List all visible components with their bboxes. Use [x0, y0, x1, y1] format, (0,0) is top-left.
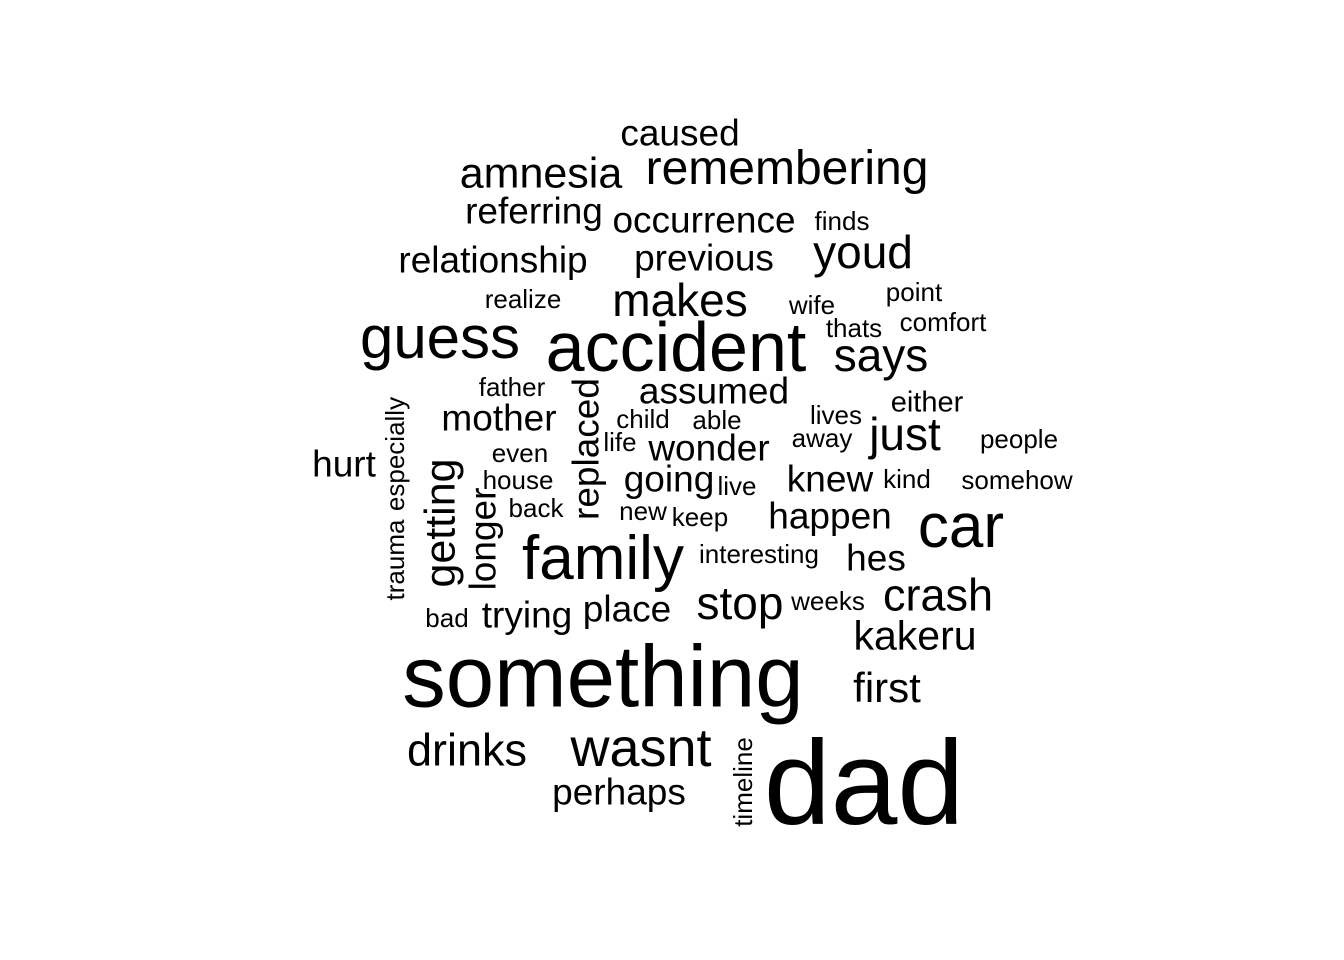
word-trauma: trauma: [380, 519, 410, 601]
word-kind: kind: [883, 464, 931, 494]
word-referring: referring: [465, 190, 603, 232]
word-child: child: [616, 404, 670, 434]
word-makes: makes: [612, 274, 748, 326]
word-occurrence: occurrence: [612, 199, 796, 241]
word-wife: wife: [788, 290, 836, 320]
word-comfort: comfort: [899, 307, 987, 337]
word-wasnt: wasnt: [570, 718, 712, 778]
word-kakeru: kakeru: [853, 612, 977, 659]
word-knew: knew: [786, 458, 874, 500]
word-trying: trying: [481, 594, 573, 636]
word-dad: dad: [763, 716, 965, 850]
word-something: something: [402, 628, 804, 726]
word-live: live: [717, 471, 757, 501]
word-place: place: [582, 588, 672, 630]
word-weeks: weeks: [791, 586, 865, 616]
word-family: family: [522, 524, 684, 593]
word-drinks: drinks: [406, 724, 528, 776]
word-relationship: relationship: [398, 239, 588, 281]
word-bad: bad: [425, 603, 469, 633]
word-replaced: replaced: [565, 378, 607, 520]
word-somehow: somehow: [961, 465, 1073, 495]
word-either: either: [890, 386, 964, 419]
word-timeline: timeline: [728, 737, 758, 827]
word-just: just: [869, 408, 941, 460]
word-people: people: [979, 424, 1059, 454]
word-mother: mother: [441, 397, 557, 439]
word-going: going: [623, 458, 715, 500]
word-interesting: interesting: [699, 539, 819, 569]
word-realize: realize: [484, 284, 562, 314]
word-remembering: remembering: [645, 142, 929, 195]
word-new: new: [619, 496, 667, 526]
word-guess: guess: [359, 304, 521, 371]
word-assumed: assumed: [638, 370, 790, 412]
word-car: car: [917, 492, 1005, 561]
word-house: house: [482, 465, 554, 495]
word-able: able: [692, 405, 742, 435]
word-crash: crash: [882, 569, 994, 621]
word-away: away: [791, 423, 853, 453]
word-thats: thats: [825, 313, 883, 343]
word-accident: accident: [545, 308, 807, 386]
word-getting: getting: [416, 458, 465, 588]
word-perhaps: perhaps: [552, 771, 686, 813]
word-point: point: [885, 277, 943, 307]
word-wonder: wonder: [648, 427, 770, 469]
word-previous: previous: [634, 237, 774, 279]
word-hurt: hurt: [312, 443, 376, 485]
word-life: life: [603, 427, 637, 457]
word-youd: youd: [813, 226, 913, 278]
word-caused: caused: [620, 112, 740, 154]
word-even: even: [491, 438, 549, 468]
word-especially: especially: [380, 396, 410, 512]
word-happen: happen: [768, 495, 892, 537]
word-lives: lives: [809, 400, 863, 430]
word-back: back: [508, 493, 564, 523]
word-longer: longer: [462, 487, 504, 591]
word-father: father: [478, 372, 546, 402]
word-first: first: [853, 664, 921, 711]
word-stop: stop: [696, 577, 784, 629]
word-finds: finds: [814, 206, 870, 236]
word-hes: hes: [846, 537, 906, 579]
word-amnesia: amnesia: [459, 149, 623, 198]
word-says: says: [833, 329, 929, 381]
word-keep: keep: [671, 502, 729, 532]
